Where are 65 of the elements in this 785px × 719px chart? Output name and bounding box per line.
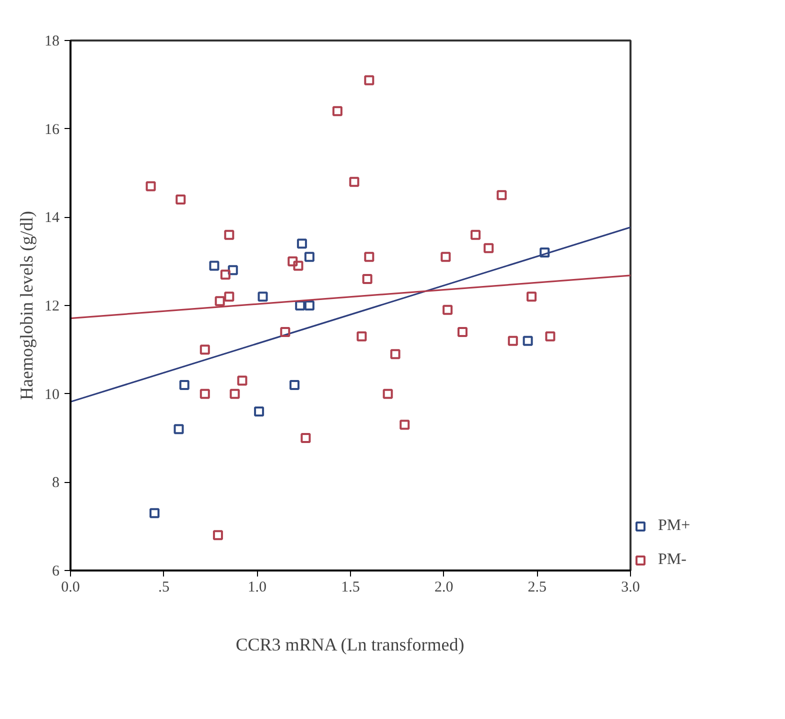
point <box>220 270 230 280</box>
x-tick-label: 3.0 <box>621 580 640 596</box>
point <box>545 331 556 342</box>
point <box>304 252 314 262</box>
point <box>224 292 234 302</box>
point <box>496 190 507 200</box>
point <box>400 420 410 430</box>
x-tick-label: 1.0 <box>248 580 267 596</box>
point <box>146 181 156 192</box>
point <box>293 260 304 271</box>
point <box>200 388 210 399</box>
y-axis-title: Haemoglobin levels (g/dl) <box>16 211 36 400</box>
point <box>526 292 537 302</box>
point <box>224 230 234 240</box>
point <box>176 194 186 204</box>
point <box>230 388 240 399</box>
point <box>508 336 518 346</box>
point <box>200 344 210 355</box>
point <box>295 300 306 310</box>
x-axis-title: CCR3 mRNA (Ln transformed) <box>236 634 464 654</box>
point <box>364 252 374 262</box>
x-tick-label: 2.0 <box>434 580 454 596</box>
legend-label: PM+ <box>658 517 690 535</box>
point <box>212 530 223 540</box>
y-tick-label: 14 <box>44 210 60 226</box>
point <box>349 176 360 187</box>
x-tick-label: 0.0 <box>61 580 80 596</box>
y-tick-label: 12 <box>44 298 60 314</box>
point <box>296 238 307 249</box>
point <box>280 327 290 337</box>
point <box>304 300 314 310</box>
point <box>440 252 451 262</box>
point <box>214 296 225 306</box>
point <box>237 376 248 386</box>
point <box>390 349 400 360</box>
legend-label: PM- <box>658 551 686 569</box>
point <box>209 260 220 271</box>
y-tick-label: 8 <box>52 475 60 492</box>
point <box>332 106 342 116</box>
x-tick-label: 1.5 <box>341 580 360 596</box>
point <box>254 406 264 416</box>
point <box>382 388 393 399</box>
point <box>540 248 550 258</box>
x-tick-label: 2.5 <box>528 580 547 596</box>
point <box>484 243 494 254</box>
x-tick-label: .5 <box>158 580 170 596</box>
point <box>356 331 367 342</box>
point <box>364 75 374 86</box>
point <box>150 508 160 518</box>
point <box>228 265 238 276</box>
point <box>442 304 453 315</box>
point <box>522 336 533 346</box>
y-tick-label: 18 <box>44 34 60 50</box>
point <box>179 380 190 390</box>
point <box>290 380 300 390</box>
point <box>288 256 298 266</box>
point <box>458 327 468 337</box>
point <box>258 292 268 302</box>
point <box>362 274 372 284</box>
point <box>174 424 184 434</box>
y-tick-label: 16 <box>44 122 60 138</box>
point <box>300 433 311 443</box>
y-tick-label: 10 <box>44 386 60 403</box>
point <box>470 230 481 240</box>
y-tick-label: 6 <box>52 564 60 580</box>
